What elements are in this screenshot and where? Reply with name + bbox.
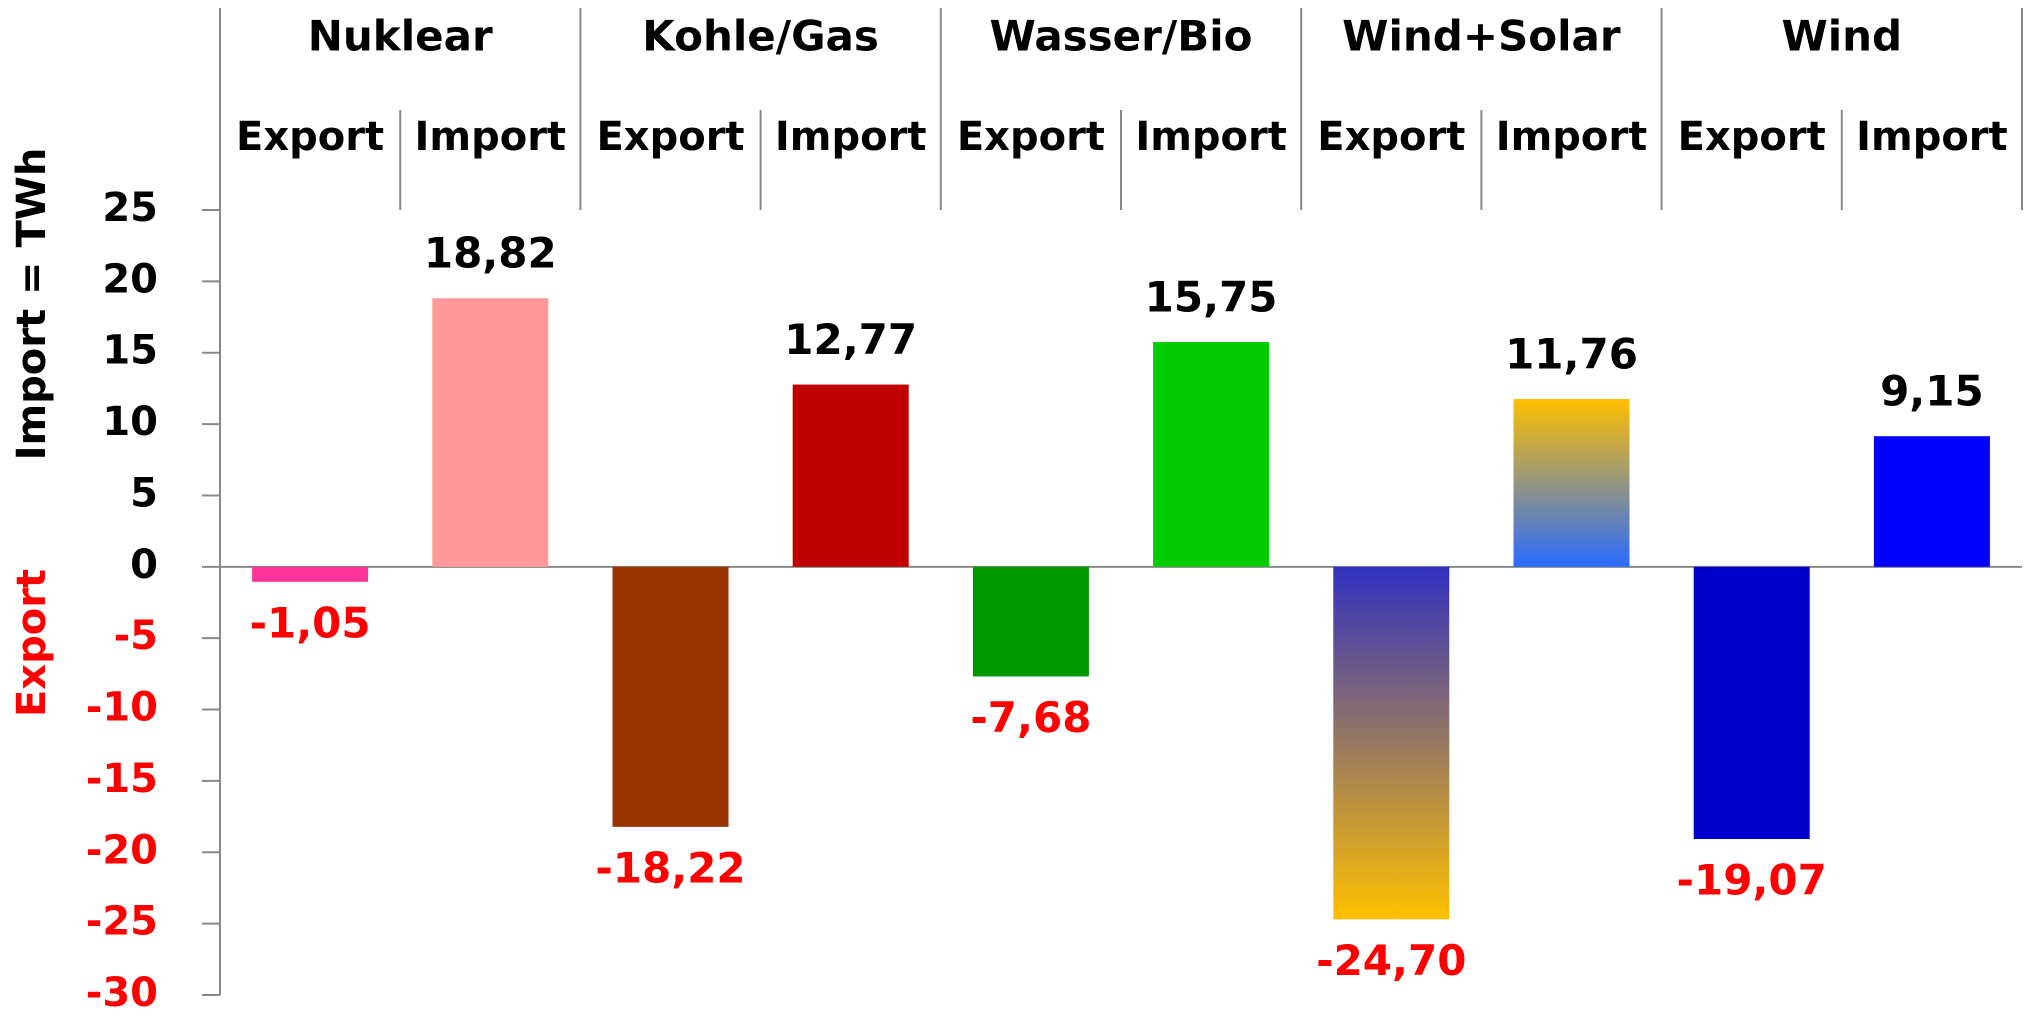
value-label: 9,15 (1880, 367, 1984, 416)
x-category-label: Import (775, 114, 927, 160)
value-label: -18,22 (595, 843, 745, 892)
bar (432, 298, 549, 567)
group-label: Nuklear (308, 12, 493, 61)
y-tick-label: -5 (114, 613, 158, 659)
x-category-label: Export (1678, 114, 1826, 160)
bar (972, 566, 1089, 677)
y-axis-label: Import = TWh (9, 148, 55, 461)
value-label: 18,82 (424, 229, 557, 278)
x-category-label: Export (236, 114, 384, 160)
bar (1153, 342, 1270, 567)
value-label: -7,68 (970, 693, 1091, 742)
value-label: -24,70 (1316, 936, 1466, 985)
group-label: Wind+Solar (1342, 12, 1621, 61)
value-label: -1,05 (250, 598, 371, 647)
value-label: -19,07 (1677, 855, 1827, 904)
bar (792, 384, 909, 567)
x-category-label: Import (415, 114, 567, 160)
y-tick-label: -20 (86, 827, 158, 873)
bar (612, 566, 729, 827)
bar (1873, 436, 1990, 567)
value-label: 11,76 (1505, 329, 1638, 378)
x-category-label: Export (957, 114, 1105, 160)
y-tick-label: 25 (102, 185, 158, 231)
x-category-label: Export (596, 114, 744, 160)
y-tick-label: -30 (86, 970, 158, 1015)
bar (252, 566, 369, 582)
y-tick-label: 15 (102, 328, 158, 374)
y-tick-label: 20 (102, 256, 158, 302)
bar (1333, 566, 1450, 920)
group-label: Wind (1781, 12, 1902, 61)
y-tick-label: -25 (86, 899, 158, 945)
bar (1693, 566, 1810, 839)
value-label: 12,77 (784, 315, 917, 364)
y-tick-label: 10 (102, 399, 158, 445)
x-category-label: Import (1135, 114, 1287, 160)
y-tick-label: -10 (86, 685, 158, 731)
x-category-label: Import (1496, 114, 1648, 160)
y-tick-label: 5 (130, 470, 158, 516)
value-label: 15,75 (1145, 273, 1278, 322)
y-axis-label-export: Export (9, 569, 55, 717)
x-category-label: Import (1856, 114, 2008, 160)
group-label: Kohle/Gas (642, 12, 879, 61)
group-label: Wasser/Bio (990, 12, 1253, 61)
bar (1513, 398, 1630, 567)
y-tick-label: -15 (86, 756, 158, 802)
x-category-label: Export (1317, 114, 1465, 160)
y-tick-label: 0 (130, 542, 158, 588)
